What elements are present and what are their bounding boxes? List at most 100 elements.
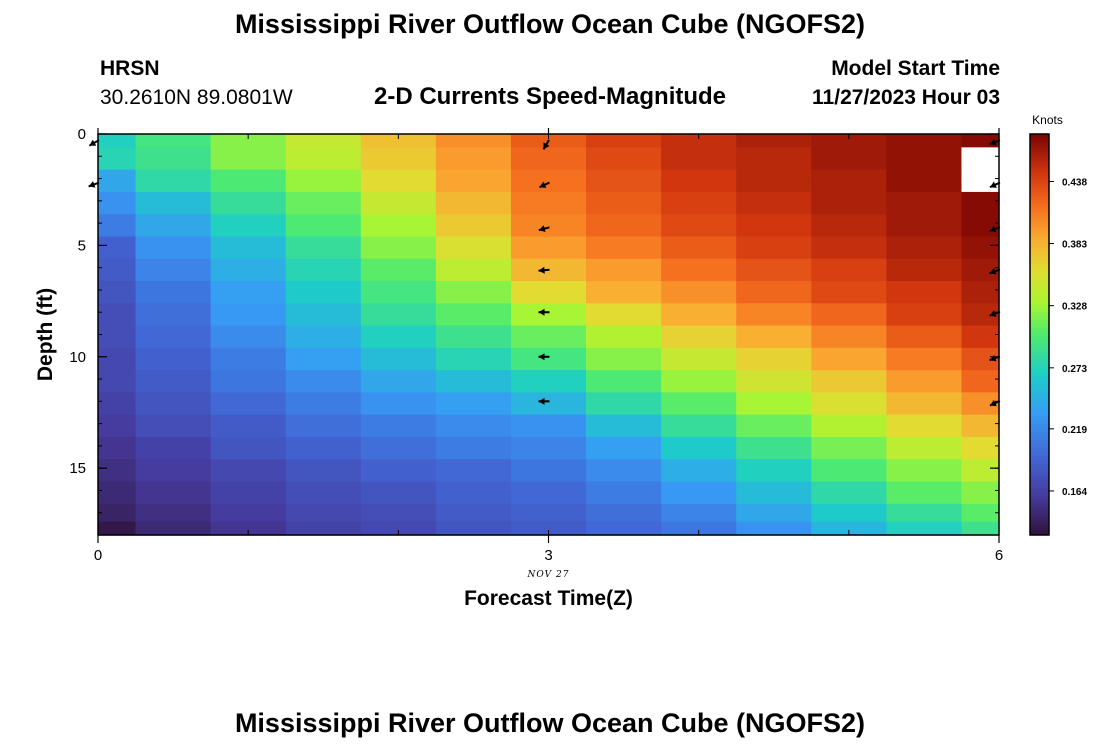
heatmap-cell <box>586 258 662 282</box>
heatmap-cell <box>736 303 812 327</box>
heatmap-cell <box>98 347 137 371</box>
heatmap-cell <box>961 325 1000 349</box>
heatmap-cell <box>510 521 587 536</box>
heatmap-cell <box>360 134 437 148</box>
heatmap-cell <box>886 134 963 148</box>
heatmap-cell <box>360 503 437 523</box>
heatmap-cell <box>961 370 1000 394</box>
heatmap-cell <box>510 481 587 505</box>
heatmap-cell <box>435 134 512 148</box>
heatmap-cell <box>510 414 587 438</box>
heatmap-cell <box>98 370 137 394</box>
heatmap-cell <box>135 521 212 536</box>
heatmap-cell <box>811 521 887 536</box>
heatmap-cell <box>886 147 963 171</box>
heatmap-cell <box>360 214 437 238</box>
heatmap-cell <box>435 147 512 171</box>
colorbar <box>1029 133 1050 536</box>
heatmap-cell <box>586 191 662 215</box>
heatmap-cell <box>210 436 287 460</box>
heatmap-cell <box>811 325 887 349</box>
heatmap-cell <box>360 370 437 394</box>
heatmap-cell <box>811 214 887 238</box>
y-tick-label: 0 <box>78 126 86 143</box>
heatmap-cell <box>98 191 137 215</box>
current-vector-arrow <box>538 397 550 405</box>
heatmap-cell <box>210 214 287 238</box>
heatmap-cell <box>811 503 887 523</box>
chart-title: Mississippi River Outflow Ocean Cube (NG… <box>234 9 866 39</box>
heatmap-cell <box>98 503 137 523</box>
heatmap-cell <box>661 481 737 505</box>
heatmap-cell <box>811 392 887 416</box>
heatmap-cell <box>586 436 662 460</box>
heatmap-cell <box>285 521 362 536</box>
heatmap-cell <box>435 303 512 327</box>
y-tick-label: 5 <box>78 237 86 254</box>
heatmap-cell <box>210 236 287 260</box>
heatmap-cell <box>886 459 963 483</box>
heatmap-cell <box>811 459 887 483</box>
station-coordinates: 30.2610N 89.0801W <box>100 86 293 109</box>
heatmap-cell <box>360 521 437 536</box>
heatmap-cell <box>135 325 212 349</box>
heatmap-cell <box>586 214 662 238</box>
heatmap-cell <box>811 191 887 215</box>
heatmap-cell <box>661 436 737 460</box>
heatmap-cell <box>510 392 587 416</box>
heatmap-cell <box>210 392 287 416</box>
heatmap-cell <box>961 521 1000 536</box>
heatmap-cell <box>661 134 737 148</box>
heatmap-cell <box>961 281 1000 304</box>
heatmap-cell <box>661 236 737 260</box>
heatmap-cell <box>285 347 362 371</box>
heatmap-cell <box>285 303 362 327</box>
heatmap-cell <box>360 258 437 282</box>
heatmap-cell <box>510 370 587 394</box>
current-vector-arrow <box>538 308 550 316</box>
heatmap-cell <box>210 503 287 523</box>
heatmap-cell <box>736 459 812 483</box>
heatmap-cell <box>360 169 437 193</box>
current-vector-arrow <box>539 181 550 189</box>
heatmap-cell <box>360 347 437 371</box>
heatmap-cell <box>811 134 887 148</box>
heatmap-cell <box>98 325 137 349</box>
heatmap-cell <box>98 521 137 536</box>
current-vector-arrow <box>989 181 1001 189</box>
heatmap-cell <box>435 459 512 483</box>
current-vector-arrow <box>989 225 1001 233</box>
heatmap-cell <box>736 436 812 460</box>
heatmap-cell <box>886 392 963 416</box>
heatmap-cell <box>886 191 963 215</box>
heatmap-cell <box>435 325 512 349</box>
heatmap-cell <box>285 258 362 282</box>
heatmap-cell <box>811 281 887 304</box>
current-vector-arrow <box>538 353 550 361</box>
heatmap-cell <box>285 503 362 523</box>
heatmap-cell <box>135 147 212 171</box>
heatmap-cell <box>135 392 212 416</box>
heatmap-cell <box>210 303 287 327</box>
heatmap-cell <box>98 392 137 416</box>
heatmap-cell <box>886 436 963 460</box>
heatmap-cell <box>661 503 737 523</box>
heatmap-cell <box>961 303 1000 327</box>
heatmap-cell <box>661 147 737 171</box>
heatmap-cell <box>510 436 587 460</box>
heatmap-cell <box>285 392 362 416</box>
heatmap-cell <box>360 303 437 327</box>
heatmap-cell <box>886 521 963 536</box>
current-vector-arrow <box>538 225 550 232</box>
heatmap-cell <box>210 147 287 171</box>
heatmap-cell <box>886 347 963 371</box>
heatmap-cell <box>586 303 662 327</box>
colorbar-tick-label: 0.164 <box>1062 487 1087 498</box>
heatmap-cell <box>285 147 362 171</box>
heatmap-cell <box>961 169 1000 193</box>
heatmap-cell <box>135 169 212 193</box>
heatmap-cell <box>811 303 887 327</box>
heatmap-cell <box>210 258 287 282</box>
y-tick-label: 15 <box>69 460 86 477</box>
heatmap-cell <box>510 503 587 523</box>
